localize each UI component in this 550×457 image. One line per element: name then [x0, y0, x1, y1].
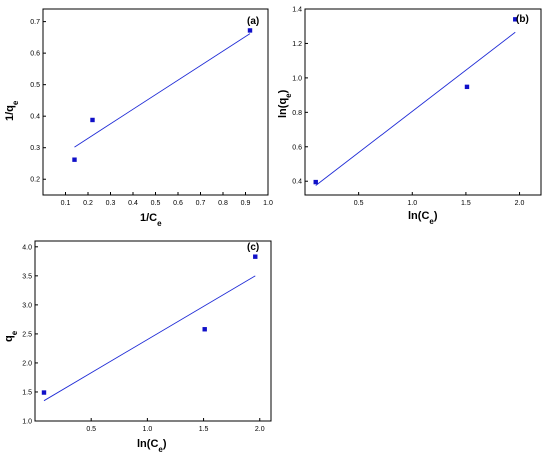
fit-line-c [43, 275, 256, 402]
chart-panel-a: 0.1 0.2 0.3 0.4 0.5 0.6 0.7 0.8 0.9 1.0 0.2 0.3 0.4 0… [4, 8, 273, 228]
y-tick-label-c-2: 2.0 [22, 360, 32, 367]
x-tick-label-a-3: 0.4 [128, 200, 138, 207]
chart-panel-c: 0.5 1.0 1.5 2.0 1.0 1.5 2.0 2.5 3.0 3.5 4.0 (c) ln… [3, 240, 272, 454]
fit-line-a [74, 33, 251, 148]
points-b [313, 17, 518, 185]
x-tick-label-a-8: 0.9 [241, 200, 251, 207]
x-tick-label-a-5: 0.6 [173, 200, 183, 207]
y-tick-label-b-4: 1.2 [292, 41, 302, 48]
y-tick-label-c-4: 3.0 [22, 302, 32, 309]
y-tick-label-a-0: 0.2 [30, 177, 40, 184]
x-tick-label-a-0: 0.1 [61, 200, 71, 207]
chart-panel-b: 0.5 1.0 1.5 2.0 0.4 0.6 0.8 1.0 1.2 1.4 (b) ln(Ce… [277, 7, 542, 226]
ticks-a: 0.1 0.2 0.3 0.4 0.5 0.6 0.7 0.8 0.9 1.0 0.2 0.3 0.4 0… [30, 19, 273, 207]
y-tick-label-b-1: 0.6 [292, 144, 302, 151]
y-tick-label-b-5: 1.4 [292, 7, 302, 14]
y-tick-label-a-3: 0.5 [30, 82, 40, 89]
panel-label-c: (c) [247, 242, 259, 253]
x-tick-label-a-9: 1.0 [263, 200, 273, 207]
y-tick-label-a-5: 0.7 [30, 19, 40, 26]
y-axis-title-b: ln(qe) [277, 89, 293, 118]
data-point-a-2 [247, 28, 253, 33]
x-axis-title-b: ln(Ce) [408, 210, 438, 226]
x-tick-label-b-1: 1.0 [407, 200, 417, 207]
points-c [41, 254, 258, 395]
x-tick-label-c-1: 1.0 [143, 426, 153, 433]
panel-label-b: (b) [516, 14, 529, 25]
x-tick-label-c-2: 1.5 [199, 426, 209, 433]
y-tick-label-a-2: 0.4 [30, 114, 40, 121]
fit-line-b [315, 31, 516, 186]
data-point-b-0 [313, 179, 318, 185]
data-point-a-0 [72, 157, 77, 162]
ticks-b: 0.5 1.0 1.5 2.0 0.4 0.6 0.8 1.0 1.2 1.4 [292, 7, 524, 208]
x-tick-label-a-2: 0.3 [106, 200, 116, 207]
y-axis-title-a: 1/qe [4, 100, 20, 121]
data-point-b-2 [513, 17, 518, 22]
data-point-b-1 [464, 84, 470, 90]
x-tick-label-b-3: 2.0 [515, 200, 525, 207]
y-tick-label-c-5: 3.5 [22, 273, 32, 280]
x-tick-label-b-0: 0.5 [354, 200, 364, 207]
x-axis-title-a: 1/Ce [140, 212, 162, 228]
y-tick-label-c-0: 1.0 [22, 419, 32, 426]
y-tick-label-b-3: 1.0 [292, 75, 302, 82]
data-point-c-0 [41, 390, 47, 395]
data-point-c-1 [202, 327, 207, 332]
points-a [72, 28, 253, 162]
plot-frame-c [34, 240, 272, 422]
y-tick-label-c-3: 2.5 [22, 331, 32, 338]
x-tick-label-c-0: 0.5 [86, 426, 96, 433]
data-point-a-1 [90, 117, 95, 123]
y-tick-label-b-0: 0.4 [292, 179, 302, 186]
panel-label-a: (a) [247, 16, 259, 27]
y-tick-label-c-6: 4.0 [22, 244, 32, 251]
x-tick-label-c-3: 2.0 [255, 426, 265, 433]
plot-frame-a [42, 8, 269, 196]
y-tick-label-b-2: 0.8 [292, 110, 302, 117]
x-tick-label-a-7: 0.8 [218, 200, 228, 207]
x-tick-label-b-2: 1.5 [461, 200, 471, 207]
x-axis-title-c: ln(Ce) [137, 438, 167, 454]
y-axis-title-c: qe [3, 330, 19, 342]
x-tick-label-a-6: 0.7 [196, 200, 206, 207]
y-tick-label-a-1: 0.3 [30, 145, 40, 152]
x-tick-label-a-1: 0.2 [83, 200, 93, 207]
y-tick-label-a-4: 0.6 [30, 51, 40, 58]
ticks-c: 0.5 1.0 1.5 2.0 1.0 1.5 2.0 2.5 3.0 3.5 4.0 [22, 244, 264, 433]
x-tick-label-a-4: 0.5 [151, 200, 161, 207]
y-tick-label-c-1: 1.5 [22, 389, 32, 396]
data-point-c-2 [253, 254, 258, 259]
plot-frame-b [304, 8, 542, 196]
